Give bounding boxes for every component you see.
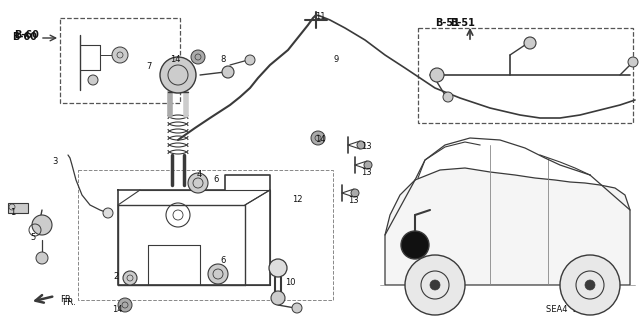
Circle shape — [123, 271, 137, 285]
Circle shape — [628, 57, 638, 67]
Bar — [418, 28, 633, 123]
Circle shape — [188, 173, 208, 193]
Circle shape — [112, 47, 128, 63]
Circle shape — [364, 161, 372, 169]
Text: 3: 3 — [52, 157, 58, 166]
Circle shape — [292, 303, 302, 313]
Text: 2: 2 — [113, 272, 118, 281]
Text: 13: 13 — [361, 168, 372, 177]
Circle shape — [269, 259, 287, 277]
Text: 13: 13 — [361, 142, 372, 151]
Polygon shape — [385, 168, 630, 285]
Circle shape — [430, 280, 440, 290]
Circle shape — [36, 252, 48, 264]
Circle shape — [560, 255, 620, 315]
Text: FR.: FR. — [60, 295, 73, 304]
Text: 4: 4 — [197, 170, 202, 179]
Circle shape — [32, 215, 52, 235]
Circle shape — [160, 57, 196, 93]
Text: B-51: B-51 — [435, 18, 460, 28]
Circle shape — [103, 208, 113, 218]
Text: 9: 9 — [333, 55, 339, 64]
Circle shape — [585, 280, 595, 290]
Circle shape — [88, 75, 98, 85]
Text: 7: 7 — [146, 62, 152, 71]
Text: B-60: B-60 — [12, 32, 37, 42]
Text: 8: 8 — [220, 55, 225, 64]
Circle shape — [357, 141, 365, 149]
Circle shape — [222, 66, 234, 78]
Text: FR.: FR. — [62, 298, 76, 307]
Text: 14: 14 — [170, 55, 180, 64]
Text: 12: 12 — [292, 195, 303, 204]
Circle shape — [405, 255, 465, 315]
Circle shape — [443, 92, 453, 102]
Circle shape — [401, 231, 429, 259]
Text: 11: 11 — [315, 12, 326, 21]
Text: 1: 1 — [10, 208, 15, 217]
Circle shape — [351, 189, 359, 197]
Circle shape — [191, 50, 205, 64]
Bar — [78, 170, 333, 300]
Text: 14: 14 — [315, 135, 326, 144]
Text: 6: 6 — [213, 175, 218, 184]
Bar — [8, 203, 28, 213]
Circle shape — [118, 298, 132, 312]
Text: 14: 14 — [112, 305, 122, 314]
Text: 10: 10 — [285, 278, 296, 287]
Text: 13: 13 — [348, 196, 358, 205]
Text: B-60: B-60 — [14, 30, 39, 40]
Circle shape — [271, 291, 285, 305]
Circle shape — [311, 131, 325, 145]
Text: B-51: B-51 — [450, 18, 475, 28]
Text: SEA4  B1500: SEA4 B1500 — [547, 305, 600, 314]
Circle shape — [524, 37, 536, 49]
Text: 5: 5 — [30, 233, 35, 242]
Circle shape — [430, 68, 444, 82]
Text: 6: 6 — [220, 256, 225, 265]
Circle shape — [245, 55, 255, 65]
Bar — [60, 18, 180, 103]
Circle shape — [208, 264, 228, 284]
